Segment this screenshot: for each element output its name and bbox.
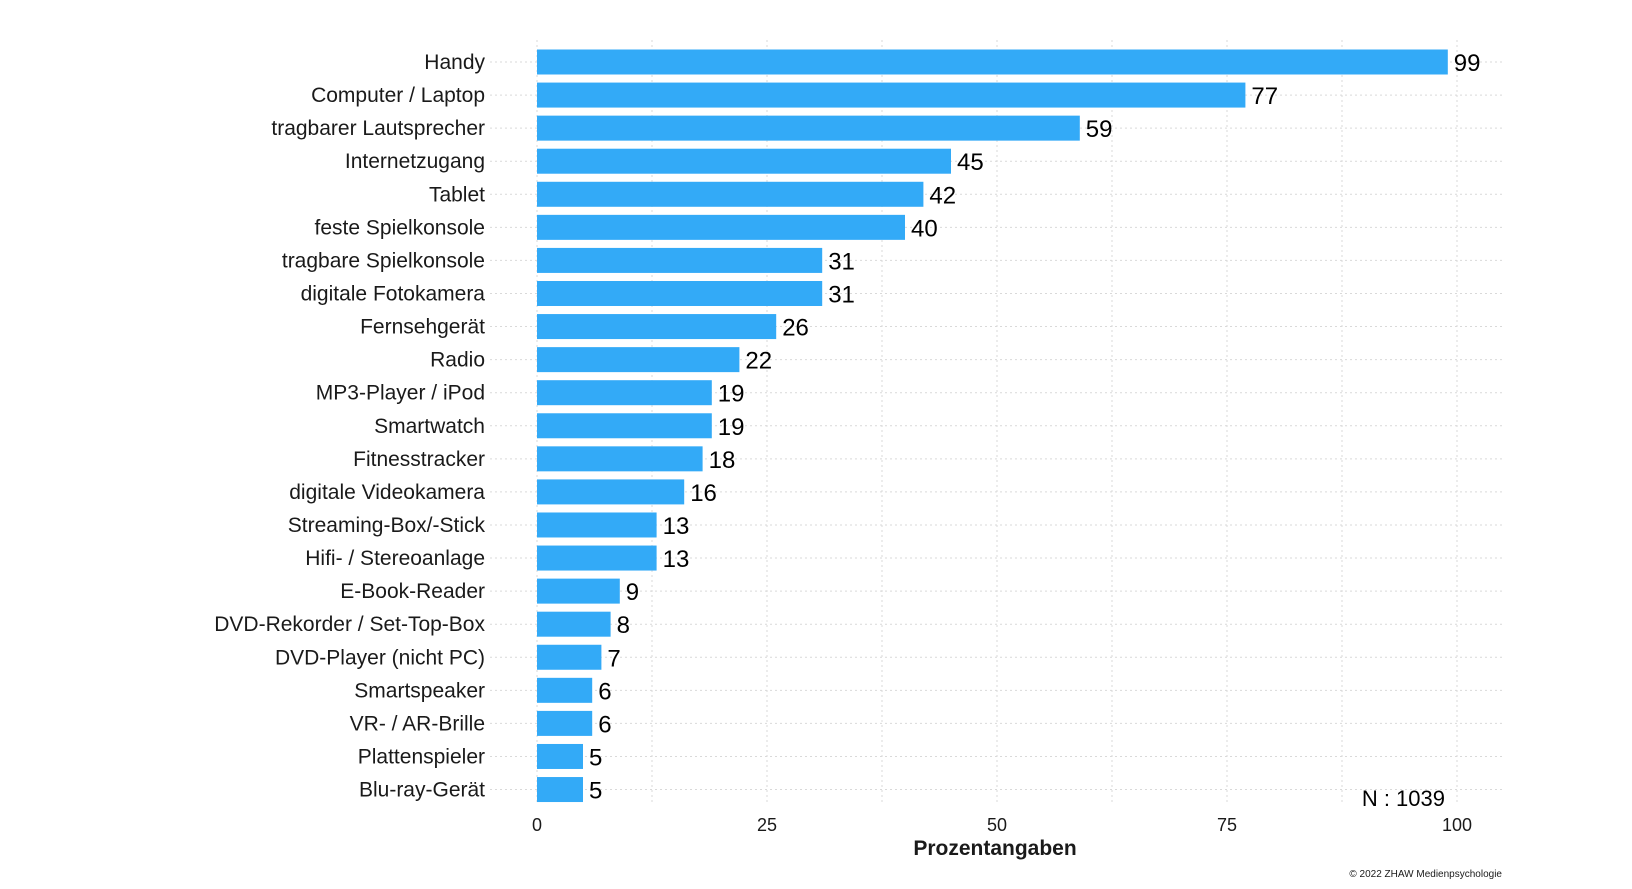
value-label: 19 (718, 414, 745, 441)
category-label: Computer / Laptop (311, 84, 485, 107)
x-tick-label: 75 (1217, 815, 1237, 835)
value-label: 6 (598, 678, 611, 705)
category-label: Blu-ray-Gerät (359, 779, 485, 802)
value-label: 16 (690, 480, 717, 507)
bar (537, 479, 685, 505)
bar (537, 446, 703, 472)
category-label: Fitnesstracker (353, 448, 485, 471)
bar (537, 611, 611, 637)
plot-background (152, 34, 1506, 888)
category-label: Radio (430, 349, 485, 372)
bar (537, 49, 1448, 75)
value-label: 45 (957, 149, 984, 176)
x-tick-label: 50 (987, 815, 1007, 835)
bar (537, 545, 657, 571)
category-label: digitale Fotokamera (301, 282, 486, 305)
x-tick-label: 100 (1442, 815, 1472, 835)
x-tick-label: 25 (757, 815, 777, 835)
category-label: DVD-Rekorder / Set-Top-Box (214, 613, 485, 636)
category-label: VR- / AR-Brille (350, 712, 485, 735)
bar (537, 247, 823, 273)
value-label: 5 (589, 744, 602, 771)
category-label: Streaming-Box/-Stick (288, 514, 486, 537)
category-label: Tablet (429, 183, 485, 206)
bar (537, 743, 583, 769)
bar (537, 677, 593, 703)
category-label: digitale Videokamera (289, 481, 485, 504)
sample-size-label: N : 1039 (1362, 786, 1445, 811)
value-label: 22 (745, 348, 772, 375)
category-label: tragbare Spielkonsole (282, 249, 485, 272)
bar (537, 347, 740, 373)
value-label: 19 (718, 381, 745, 408)
bar (537, 512, 657, 538)
value-label: 13 (663, 546, 690, 573)
value-label: 59 (1086, 116, 1113, 143)
x-tick-label: 0 (532, 815, 542, 835)
category-label: tragbarer Lautsprecher (271, 117, 485, 140)
bar (537, 644, 602, 670)
value-label: 77 (1251, 83, 1278, 110)
copyright-notice: © 2022 ZHAW Medienpsychologie (1349, 869, 1502, 880)
value-label: 18 (709, 447, 736, 474)
value-label: 8 (617, 612, 630, 639)
bar (537, 280, 823, 306)
value-label: 7 (607, 645, 620, 672)
bar (537, 578, 620, 604)
value-label: 99 (1454, 50, 1481, 77)
bars (537, 49, 1448, 803)
bar (537, 380, 712, 406)
bar (537, 115, 1080, 141)
category-label: feste Spielkonsole (315, 216, 485, 239)
bar (537, 777, 583, 803)
bar (537, 148, 951, 174)
value-label: 9 (626, 579, 639, 606)
bar (537, 314, 777, 340)
category-label: E-Book-Reader (340, 580, 485, 603)
x-axis-title: Prozentangaben (913, 837, 1076, 860)
value-label: 26 (782, 315, 809, 342)
x-tick-labels: 0 25 50 75 100 (532, 815, 1472, 835)
category-label: Smartspeaker (354, 679, 485, 702)
value-label: 40 (911, 215, 938, 242)
bar (537, 413, 712, 439)
bar (537, 181, 924, 207)
value-label: 5 (589, 778, 602, 805)
bar (537, 710, 593, 736)
category-label: Internetzugang (345, 150, 485, 173)
value-label: 31 (828, 248, 855, 275)
category-labels: Handy Computer / Laptop tragbarer Lautspre… (214, 51, 485, 802)
value-label: 6 (598, 711, 611, 738)
category-label: Handy (424, 51, 485, 74)
category-label: Plattenspieler (358, 745, 485, 768)
category-label: MP3-Player / iPod (316, 382, 485, 405)
category-label: DVD-Player (nicht PC) (275, 646, 485, 669)
category-label: Hifi- / Stereoanlage (305, 547, 485, 570)
bar (537, 82, 1246, 108)
value-label: 31 (828, 281, 855, 308)
category-label: Fernsehgerät (360, 316, 485, 339)
value-label: 42 (929, 182, 956, 209)
category-label: Smartwatch (374, 415, 485, 438)
bar (537, 214, 905, 240)
value-label: 13 (663, 513, 690, 540)
